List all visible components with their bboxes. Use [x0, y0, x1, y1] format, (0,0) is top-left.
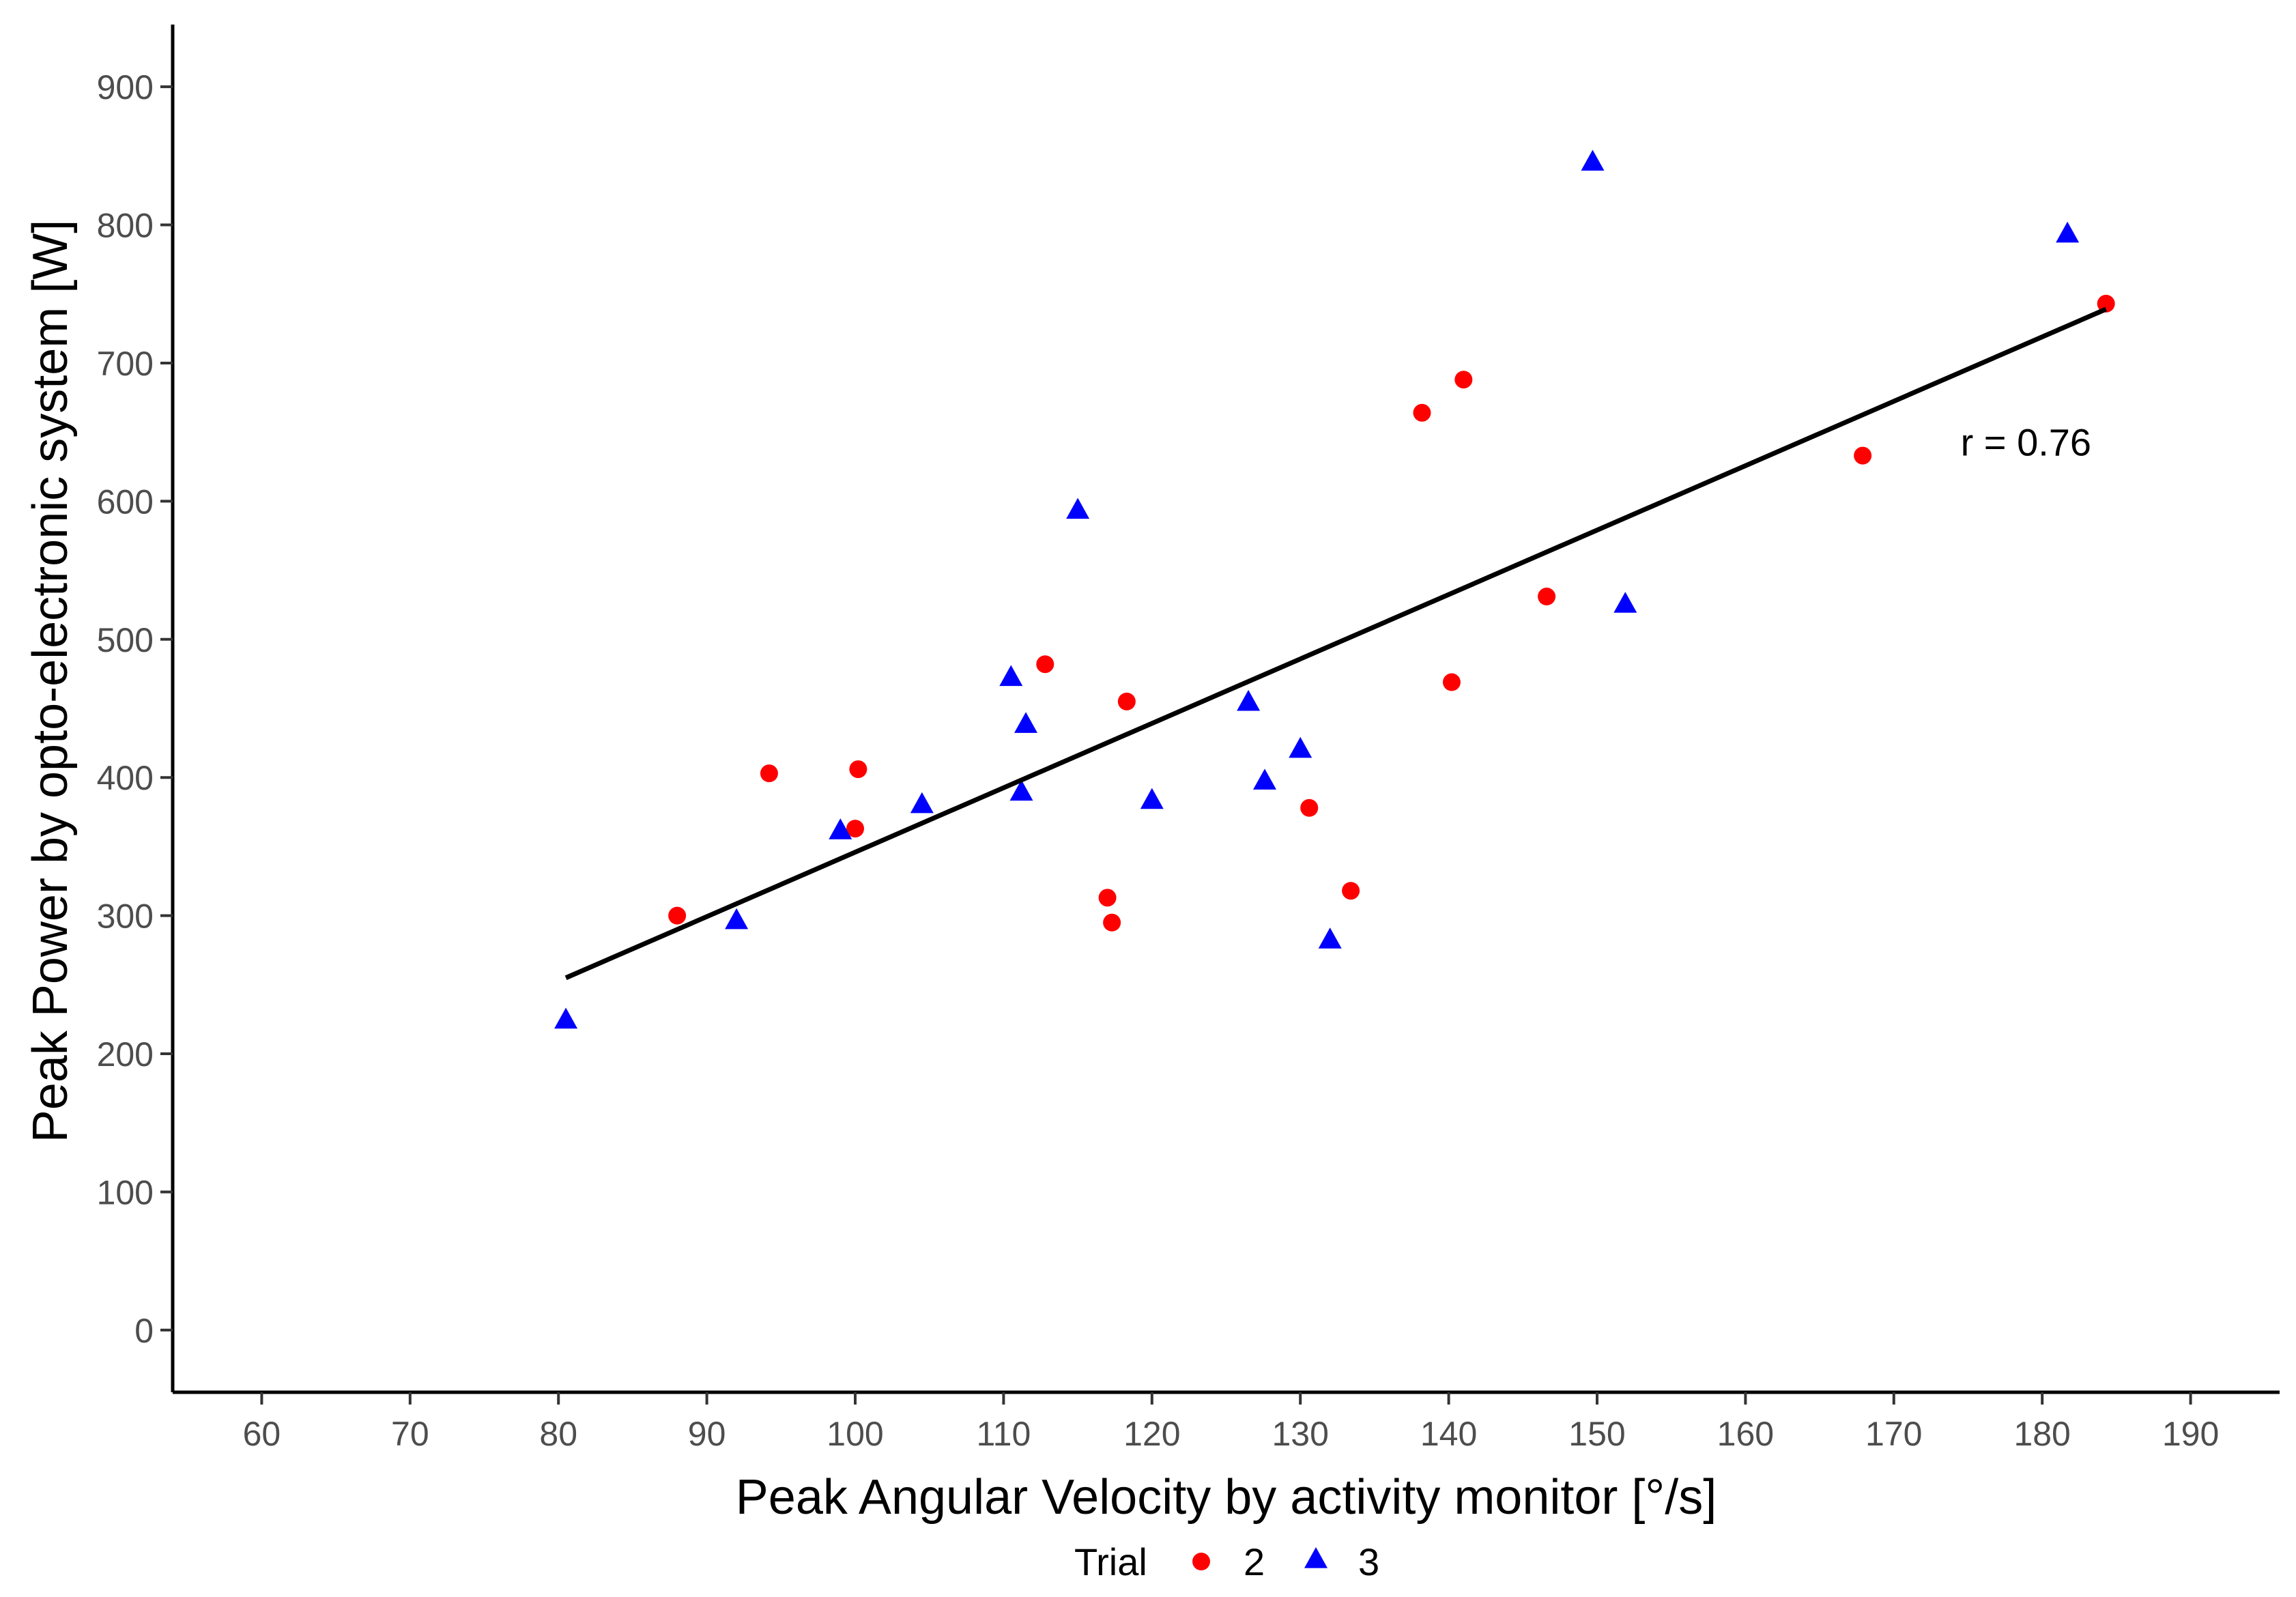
point-trial-3	[1318, 927, 1342, 949]
y-tick-label: 600	[97, 483, 154, 521]
point-trial-3	[999, 665, 1023, 687]
x-tick-label: 130	[1272, 1415, 1328, 1453]
point-trial-2	[1538, 588, 1556, 606]
y-tick-label: 800	[97, 207, 154, 245]
y-tick-label: 0	[134, 1312, 154, 1350]
x-axis-ticks: 60 70 80 90 100 110 120 130 140 150 160 170 180 190	[243, 1392, 2219, 1453]
x-tick-label: 120	[1123, 1415, 1180, 1453]
y-tick-label: 300	[97, 897, 154, 936]
point-trial-3	[1253, 768, 1277, 790]
point-trial-3	[1066, 498, 1090, 519]
point-trial-3	[1289, 736, 1312, 758]
legend-title: Trial	[1074, 1540, 1147, 1583]
point-trial-3	[1237, 689, 1261, 711]
point-trial-2	[1854, 446, 1872, 465]
x-tick-label: 160	[1717, 1415, 1774, 1453]
x-tick-label: 100	[827, 1415, 883, 1453]
point-trial-2	[1036, 655, 1054, 674]
point-trial-2	[1442, 673, 1461, 691]
point-trial-3	[725, 908, 749, 930]
legend: Trial 2 3	[1074, 1540, 1379, 1583]
y-tick-label: 400	[97, 759, 154, 797]
y-axis-ticks: 0 100 200 300 400 500 600 700 800 900	[97, 68, 173, 1350]
correlation-annotation: r = 0.76	[1961, 420, 2091, 463]
x-tick-label: 110	[977, 1415, 1031, 1453]
y-tick-label: 900	[97, 68, 154, 106]
y-tick-label: 100	[97, 1173, 154, 1211]
x-tick-label: 180	[2013, 1415, 2070, 1453]
point-trial-2	[1454, 371, 1473, 389]
x-tick-label: 150	[1568, 1415, 1625, 1453]
axes: 60 70 80 90 100 110 120 130 140 150 160 170 180 190 0…	[23, 25, 2280, 1525]
point-trial-2	[1413, 403, 1431, 422]
point-trial-3	[1014, 712, 1038, 733]
point-trial-2	[1117, 692, 1136, 710]
y-tick-label: 200	[97, 1035, 154, 1074]
regression-line	[564, 306, 2108, 980]
point-trial-2	[760, 764, 778, 783]
plot-area: r = 0.76	[554, 149, 2115, 1029]
x-tick-label: 70	[391, 1415, 429, 1453]
legend-label-trial-2: 2	[1244, 1540, 1265, 1583]
point-trial-2	[1300, 798, 1319, 817]
x-tick-label: 60	[243, 1415, 281, 1453]
point-trial-3	[1009, 779, 1033, 801]
y-tick-label: 500	[97, 621, 154, 659]
x-tick-label: 190	[2162, 1415, 2219, 1453]
data-marks	[554, 149, 2115, 1029]
point-trial-2	[846, 820, 865, 838]
legend-label-trial-3: 3	[1358, 1540, 1379, 1583]
x-tick-label: 90	[688, 1415, 726, 1453]
point-trial-3	[1581, 149, 1605, 171]
x-tick-label: 140	[1420, 1415, 1477, 1453]
point-trial-2	[1103, 913, 1121, 932]
point-trial-2	[668, 906, 687, 925]
legend-marker-trial-2	[1192, 1553, 1210, 1570]
point-trial-3	[2056, 221, 2080, 243]
x-tick-label: 80	[539, 1415, 577, 1453]
point-trial-2	[1342, 882, 1360, 900]
point-trial-2	[2097, 294, 2115, 313]
point-trial-3	[1613, 592, 1637, 613]
point-trial-3	[1140, 788, 1164, 809]
point-trial-2	[1098, 889, 1117, 907]
point-trial-3	[829, 818, 852, 839]
point-trial-3	[910, 792, 934, 814]
x-tick-label: 170	[1865, 1415, 1922, 1453]
x-axis-title: Peak Angular Velocity by activity monito…	[736, 1470, 1717, 1525]
y-axis-title: Peak Power by opto-electronic system [W]	[23, 220, 78, 1143]
point-trial-2	[849, 760, 867, 779]
y-tick-label: 700	[97, 345, 154, 383]
point-trial-3	[554, 1007, 578, 1029]
legend-marker-trial-3	[1304, 1547, 1328, 1568]
